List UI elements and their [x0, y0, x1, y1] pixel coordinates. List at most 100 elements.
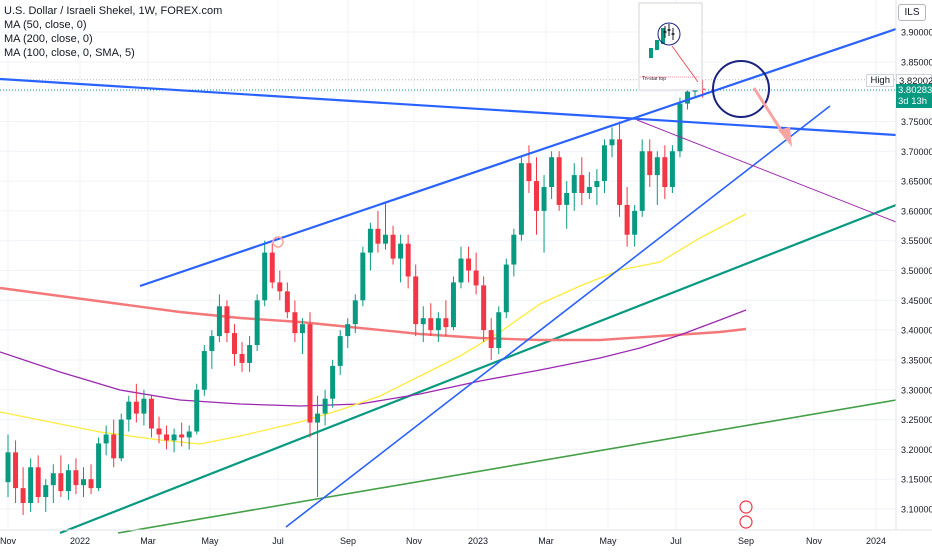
ma200-line[interactable]: [0, 286, 747, 342]
candle-body[interactable]: [65, 470, 71, 492]
candle-body[interactable]: [269, 252, 275, 283]
candle-body[interactable]: [118, 419, 124, 459]
candle-body[interactable]: [473, 270, 479, 286]
candle-body[interactable]: [654, 157, 660, 176]
candle-body[interactable]: [564, 192, 570, 205]
candle-body[interactable]: [239, 353, 245, 363]
dividend-icon[interactable]: [739, 515, 753, 529]
symbol-title[interactable]: U.S. Dollar / Israeli Shekel, 1W, FOREX.…: [4, 5, 223, 17]
candle-body[interactable]: [103, 434, 109, 444]
rising-trendline[interactable]: [285, 105, 831, 528]
candle-body[interactable]: [337, 336, 343, 366]
candle-body[interactable]: [586, 187, 592, 193]
candle-body[interactable]: [398, 243, 404, 259]
candle-body[interactable]: [352, 300, 358, 325]
candle-body[interactable]: [148, 398, 154, 429]
tri-star-circle[interactable]: [712, 60, 770, 118]
candle-body[interactable]: [594, 181, 600, 188]
candle-body[interactable]: [488, 330, 494, 349]
candle-body[interactable]: [126, 401, 132, 420]
ma50-line[interactable]: [0, 213, 747, 445]
candle-body[interactable]: [322, 398, 328, 414]
candle-body[interactable]: [375, 228, 381, 244]
candle-body[interactable]: [685, 91, 690, 104]
candle-body[interactable]: [58, 473, 64, 492]
candle-body[interactable]: [518, 163, 524, 235]
candle-body[interactable]: [541, 187, 547, 211]
resistance-line-horizontal[interactable]: [0, 77, 897, 137]
candle-body[interactable]: [224, 306, 230, 334]
support-line-green[interactable]: [117, 399, 897, 534]
candle-body[interactable]: [345, 324, 351, 337]
candle-body[interactable]: [164, 434, 170, 441]
candle-body[interactable]: [503, 264, 509, 313]
candle-body[interactable]: [299, 324, 305, 334]
candle-body[interactable]: [186, 431, 192, 438]
indicator-ma100[interactable]: MA (100, close, 0, SMA, 5): [4, 47, 135, 59]
candle-body[interactable]: [413, 276, 419, 325]
candle-body[interactable]: [579, 175, 585, 193]
candle-body[interactable]: [700, 88, 706, 90]
candle-body[interactable]: [677, 103, 683, 152]
candle-body[interactable]: [307, 324, 313, 423]
candle-body[interactable]: [35, 467, 41, 498]
candle-body[interactable]: [390, 234, 396, 259]
candle-body[interactable]: [284, 291, 290, 313]
candle-body[interactable]: [216, 306, 222, 337]
candle-body[interactable]: [50, 473, 56, 486]
candle-body[interactable]: [526, 163, 532, 182]
candle-body[interactable]: [609, 139, 615, 146]
descending-trendline[interactable]: [636, 119, 897, 223]
candle-body[interactable]: [262, 252, 268, 301]
candle-body[interactable]: [201, 350, 207, 390]
candle-body[interactable]: [292, 312, 298, 334]
candle-body[interactable]: [639, 151, 645, 211]
earnings-icon[interactable]: [739, 500, 753, 514]
candle-body[interactable]: [141, 398, 147, 414]
candle-body[interactable]: [383, 234, 388, 244]
candle-body[interactable]: [156, 428, 162, 435]
candle-body[interactable]: [466, 258, 472, 271]
candle-body[interactable]: [171, 434, 177, 441]
candle-body[interactable]: [28, 467, 34, 504]
candle-body[interactable]: [428, 318, 434, 331]
candle-body[interactable]: [247, 345, 253, 363]
candle-body[interactable]: [277, 282, 283, 292]
candle-body[interactable]: [194, 389, 200, 432]
candle-body[interactable]: [571, 175, 577, 193]
candle-body[interactable]: [669, 151, 675, 188]
candle-body[interactable]: [96, 443, 102, 489]
indicator-ma50[interactable]: MA (50, close, 0): [4, 19, 87, 31]
candle-body[interactable]: [443, 318, 449, 328]
candle-body[interactable]: [232, 333, 237, 354]
candle-body[interactable]: [617, 139, 623, 205]
candle-body[interactable]: [405, 243, 411, 277]
candle-body[interactable]: [73, 470, 79, 486]
currency-button[interactable]: ILS: [898, 4, 926, 21]
candle-body[interactable]: [315, 413, 321, 423]
candle-body[interactable]: [496, 312, 502, 349]
candle-body[interactable]: [624, 204, 630, 235]
candle-body[interactable]: [5, 452, 11, 483]
candle-body[interactable]: [111, 434, 117, 459]
candle-body[interactable]: [360, 252, 366, 301]
candle-body[interactable]: [435, 318, 441, 331]
candle-body[interactable]: [481, 285, 487, 331]
candle-body[interactable]: [43, 485, 49, 498]
indicator-ma200[interactable]: MA (200, close, 0): [4, 33, 93, 45]
candle-body[interactable]: [88, 479, 94, 489]
candle-body[interactable]: [601, 145, 607, 182]
candle-body[interactable]: [330, 365, 336, 399]
candle-body[interactable]: [81, 479, 86, 486]
candle-body[interactable]: [632, 210, 638, 235]
candle-body[interactable]: [647, 151, 653, 176]
candle-body[interactable]: [367, 228, 373, 253]
candle-body[interactable]: [179, 434, 185, 438]
candle-body[interactable]: [20, 488, 26, 504]
candle-body[interactable]: [209, 336, 215, 351]
candle-body[interactable]: [534, 181, 539, 211]
candle-body[interactable]: [450, 282, 456, 328]
support-line-teal[interactable]: [59, 203, 897, 535]
